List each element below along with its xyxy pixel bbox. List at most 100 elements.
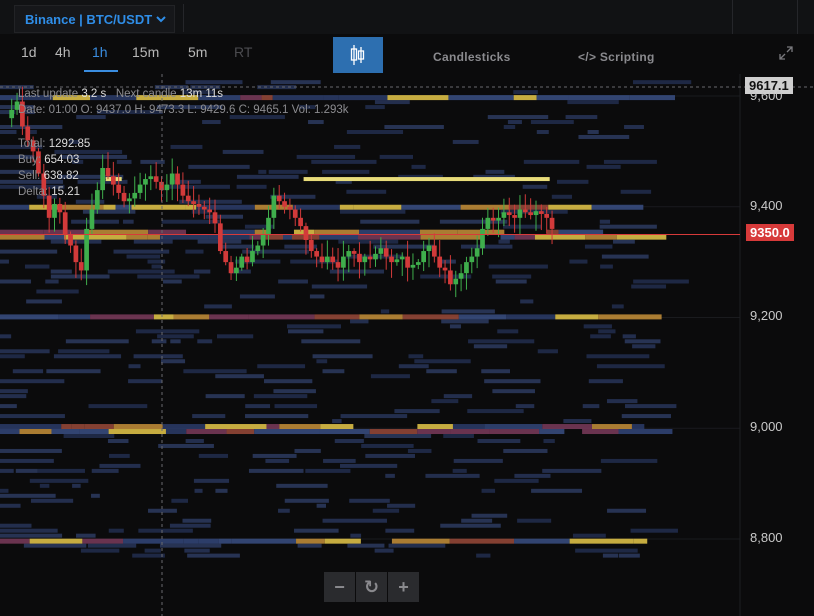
- heatmap-cell: [460, 244, 513, 249]
- heatmap-cell: [84, 424, 114, 430]
- heatmap-cell: [350, 533, 362, 538]
- candle-body: [448, 270, 453, 285]
- candle-body: [191, 201, 196, 204]
- heatmap-cell: [284, 498, 329, 503]
- heatmap-cell: [633, 538, 648, 544]
- heatmap-cell: [448, 95, 514, 101]
- candle-body: [148, 176, 154, 180]
- expand-icon[interactable]: [779, 46, 793, 60]
- heatmap-cell: [624, 125, 644, 130]
- heatmap-cell: [0, 234, 45, 240]
- heatmap-cell: [193, 269, 211, 274]
- heatmap-cell: [44, 234, 65, 240]
- candle-body: [394, 259, 400, 263]
- heatmap-cell: [0, 528, 58, 533]
- heatmap-cell: [425, 473, 480, 478]
- candle-body: [480, 228, 485, 249]
- heatmap-cell: [254, 229, 269, 235]
- candle-body: [506, 212, 512, 216]
- candle-body: [383, 248, 389, 257]
- last-price-tag: 9617.1: [745, 77, 793, 94]
- heatmap-cell: [0, 95, 23, 101]
- volume-buy: Buy: 654.03: [18, 154, 80, 166]
- heatmap-cell: [292, 204, 340, 210]
- heatmap-cell: [91, 468, 119, 473]
- heatmap-cell: [151, 339, 167, 344]
- market-selector[interactable]: Binance | BTC/USDT: [14, 5, 176, 33]
- timeframe-rt[interactable]: RT: [234, 44, 253, 60]
- candle-body: [351, 251, 357, 254]
- heatmap-cell: [633, 279, 689, 284]
- heatmap-cell: [346, 129, 404, 134]
- heatmap-cell: [296, 538, 325, 544]
- heatmap-cell: [320, 424, 354, 430]
- heatmap-cell: [311, 159, 377, 164]
- heatmap-cell: [240, 95, 262, 101]
- timeframe-15m[interactable]: 15m: [132, 44, 160, 60]
- heatmap-cell: [311, 284, 368, 289]
- candle-body: [201, 206, 207, 210]
- heatmap-cell: [582, 404, 600, 409]
- zoom-reset-button[interactable]: ↻: [356, 572, 387, 602]
- chart-area[interactable]: Last update 3.2 s Next candle 13m 11s Da…: [0, 74, 814, 616]
- heatmap-cell: [467, 409, 524, 414]
- heatmap-cell: [309, 294, 325, 299]
- candle-body: [442, 267, 448, 271]
- timeframe-4h[interactable]: 4h: [55, 44, 71, 60]
- heatmap-cell: [408, 354, 424, 359]
- candle-body: [485, 217, 491, 229]
- heatmap-cell: [473, 174, 515, 179]
- divider: [732, 0, 733, 34]
- heatmap-cell: [583, 324, 612, 329]
- candle-body: [496, 217, 501, 221]
- zoom-in-button[interactable]: +: [388, 572, 419, 602]
- heatmap-cell: [419, 229, 458, 235]
- heatmap-cell: [600, 264, 613, 269]
- heatmap-cell: [338, 239, 399, 244]
- heatmap-cell: [622, 334, 636, 339]
- heatmap-cell: [426, 369, 457, 374]
- heatmap-cell: [402, 314, 459, 320]
- candlestick-chart[interactable]: [0, 74, 814, 616]
- heatmap-cell: [64, 234, 127, 240]
- heatmap-cell: [0, 179, 64, 184]
- heatmap-cell: [492, 274, 532, 279]
- heatmap-cell: [191, 209, 211, 214]
- heatmap-cell: [603, 159, 657, 164]
- candle-body: [250, 251, 255, 263]
- candlesticks-tab[interactable]: Candlesticks: [433, 50, 511, 64]
- heatmap-cell: [123, 538, 184, 544]
- heatmap-cell: [598, 329, 616, 334]
- heatmap-cell: [600, 458, 658, 463]
- heatmap-cell: [244, 224, 274, 229]
- candle-body: [169, 173, 175, 185]
- heatmap-cell: [147, 234, 160, 240]
- heatmap-cell: [599, 219, 611, 224]
- heatmap-cell: [108, 429, 166, 435]
- candle-body: [14, 101, 20, 110]
- heatmap-cell: [596, 364, 665, 369]
- heatmap-cell: [506, 314, 556, 320]
- heatmap-cell: [587, 129, 599, 134]
- timeframe-5m[interactable]: 5m: [188, 44, 208, 60]
- heatmap-cell: [82, 538, 124, 544]
- heatmap-cell: [316, 503, 327, 508]
- heatmap-cell: [374, 548, 394, 553]
- candle-body: [362, 256, 368, 263]
- heatmap-cell: [620, 189, 652, 194]
- chart-type-button[interactable]: [333, 37, 383, 73]
- heatmap-cell: [220, 229, 255, 235]
- heatmap-cell: [301, 339, 361, 344]
- timeframe-1d[interactable]: 1d: [21, 44, 37, 60]
- heatmap-cell: [29, 204, 52, 210]
- heatmap-cell: [133, 354, 183, 359]
- heatmap-cell: [323, 458, 356, 463]
- zoom-out-button[interactable]: −: [324, 572, 355, 602]
- heatmap-cell: [58, 349, 110, 354]
- candle-body: [357, 253, 362, 263]
- candle-body: [292, 209, 298, 218]
- timeframe-1h[interactable]: 1h: [92, 44, 108, 60]
- scripting-tab[interactable]: </> Scripting: [578, 50, 655, 64]
- heatmap-cell: [265, 458, 290, 463]
- heatmap-cell: [515, 404, 535, 409]
